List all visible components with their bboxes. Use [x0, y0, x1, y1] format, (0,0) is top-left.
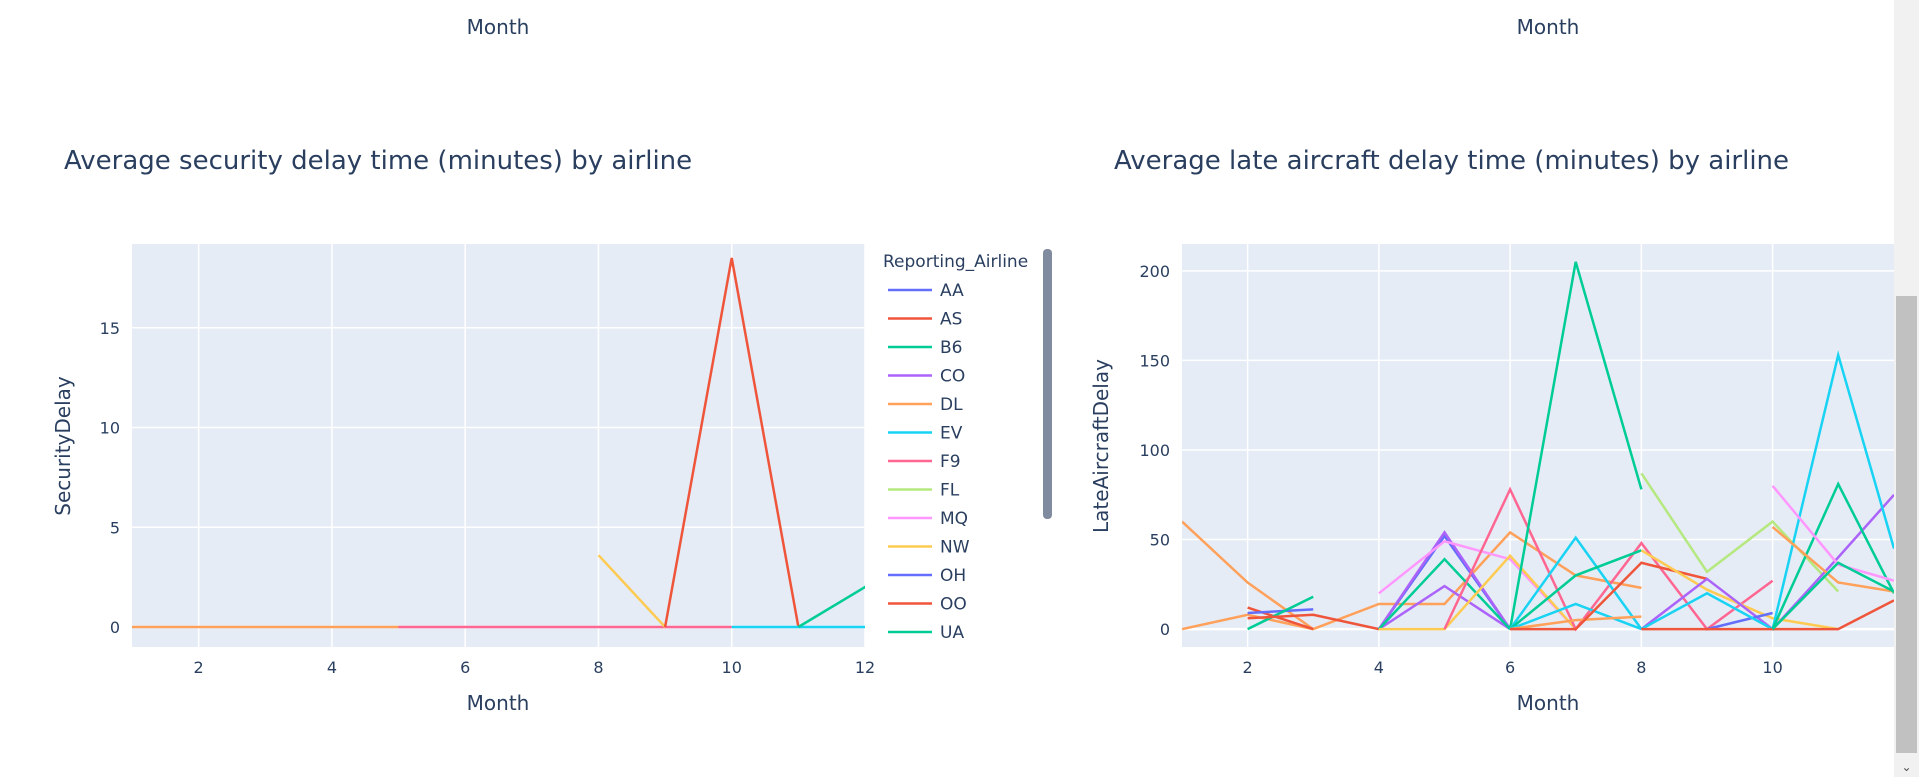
series-line-dl [1182, 613, 1314, 631]
legend-item-f9[interactable]: F9 [888, 452, 961, 472]
x-tick-label: 6 [460, 658, 470, 677]
x-tick-label: 4 [1374, 658, 1384, 677]
series-line-f9 [1443, 486, 1774, 632]
series-lines [132, 257, 865, 629]
legend-label: FL [940, 481, 960, 501]
legend-label: MQ [940, 509, 968, 529]
x-tick-label: 10 [722, 658, 742, 677]
x-axis-label: Month [467, 691, 530, 715]
y-tick-label: 100 [1139, 441, 1170, 460]
legend-label: AS [940, 310, 962, 330]
page-scrollbar[interactable]: ⌄ [1894, 0, 1919, 777]
legend-label: EV [940, 424, 963, 444]
y-tick-label: 5 [110, 518, 120, 537]
chart-title: Average late aircraft delay time (minute… [1114, 146, 1789, 176]
legend-item-ua[interactable]: UA [888, 623, 964, 643]
y-tick-label: 50 [1150, 531, 1170, 550]
series-line-aa [1706, 611, 1773, 631]
legend-items[interactable]: AA AS B6 CO DL EV F9 FL MQ NW OH OO UA [888, 281, 970, 643]
y-tick-label: 10 [100, 419, 120, 438]
series-line-b6 [1771, 481, 1894, 630]
legend-item-mq[interactable]: MQ [888, 509, 968, 529]
y-axis-label: SecurityDelay [51, 376, 75, 516]
legend-title: Reporting_Airline [883, 252, 1028, 272]
legend-label: F9 [940, 452, 961, 472]
legend-item-oh[interactable]: OH [888, 566, 966, 586]
y-tick-label: 0 [1160, 620, 1170, 639]
legend-item-b6[interactable]: B6 [888, 338, 962, 358]
legend-label: B6 [940, 338, 962, 358]
plot-area [1182, 244, 1894, 647]
y-tick-label: 200 [1139, 262, 1170, 281]
legend[interactable]: Reporting_Airline AA AS B6 CO DL EV F9 FL MQ NW OH… [883, 249, 1052, 643]
series-line-b6 [1508, 261, 1643, 630]
legend-label: DL [940, 395, 963, 415]
series-line-dl [1771, 526, 1894, 593]
series-line-nw [597, 554, 667, 628]
legend-item-aa[interactable]: AA [888, 281, 964, 301]
legend-item-ev[interactable]: EV [888, 424, 963, 444]
series-lines [1182, 261, 1894, 632]
top-month-label-left: Month [467, 15, 530, 39]
y-tick-label: 150 [1139, 351, 1170, 370]
x-tick-label: 6 [1505, 658, 1515, 677]
series-line-dl [1509, 615, 1642, 631]
legend-item-nw[interactable]: NW [888, 538, 970, 558]
series-line-nw [1378, 553, 1577, 631]
legend-item-dl[interactable]: DL [888, 395, 963, 415]
series-line-dl [1182, 520, 1642, 631]
legend-label: OH [940, 566, 966, 586]
plot-area [132, 244, 865, 647]
y-tick-label: 15 [100, 319, 120, 338]
legend-item-as[interactable]: AS [888, 310, 962, 330]
legend-label: AA [940, 281, 964, 301]
x-tick-label: 12 [855, 658, 875, 677]
series-line-as [1247, 613, 1380, 631]
x-tick-labels: 2 4 6 8 10 [1243, 658, 1783, 677]
x-axis-label: Month [1517, 691, 1580, 715]
series-line-mq [1771, 485, 1894, 582]
legend-scrollbar[interactable] [1043, 249, 1052, 519]
x-tick-label: 2 [194, 658, 204, 677]
y-tick-labels: 0 50 100 150 200 [1139, 262, 1170, 639]
y-tick-labels: 0 5 10 15 [100, 319, 120, 637]
legend-label: UA [940, 623, 964, 643]
series-line-oo [663, 257, 800, 628]
x-tick-labels: 2 4 6 8 10 12 [194, 658, 876, 677]
x-tick-label: 4 [327, 658, 337, 677]
series-line-ev [1509, 535, 1643, 630]
security-delay-chart: Average security delay time (minutes) by… [51, 146, 876, 715]
chart-title: Average security delay time (minutes) by… [64, 146, 692, 176]
series-line-ua [1509, 549, 1642, 631]
series-line-co [1377, 530, 1512, 630]
series-line-b6 [1377, 557, 1512, 630]
series-line-co [1378, 584, 1511, 631]
series-line-b6 [1247, 595, 1314, 631]
x-tick-label: 10 [1762, 658, 1782, 677]
y-tick-label: 0 [110, 618, 120, 637]
series-line-oh [1247, 608, 1314, 615]
legend-label: CO [940, 367, 965, 387]
legend-item-oo[interactable]: OO [888, 595, 967, 615]
page-scrollbar-thumb[interactable] [1896, 296, 1917, 753]
series-line-ev [1509, 602, 1642, 631]
scroll-down-arrow-icon[interactable]: ⌄ [1901, 760, 1912, 774]
legend-label: NW [940, 538, 970, 558]
x-tick-label: 8 [593, 658, 603, 677]
series-line-ua [797, 585, 865, 629]
legend-item-co[interactable]: CO [888, 367, 965, 387]
series-line-ua [1771, 561, 1894, 630]
top-month-label-right: Month [1517, 15, 1580, 39]
x-tick-label: 8 [1636, 658, 1646, 677]
legend-label: OO [940, 595, 967, 615]
x-tick-label: 2 [1243, 658, 1253, 677]
late-aircraft-delay-chart: Average late aircraft delay time (minute… [1089, 146, 1894, 715]
y-axis-label: LateAircraftDelay [1089, 359, 1113, 533]
legend-item-fl[interactable]: FL [888, 481, 960, 501]
